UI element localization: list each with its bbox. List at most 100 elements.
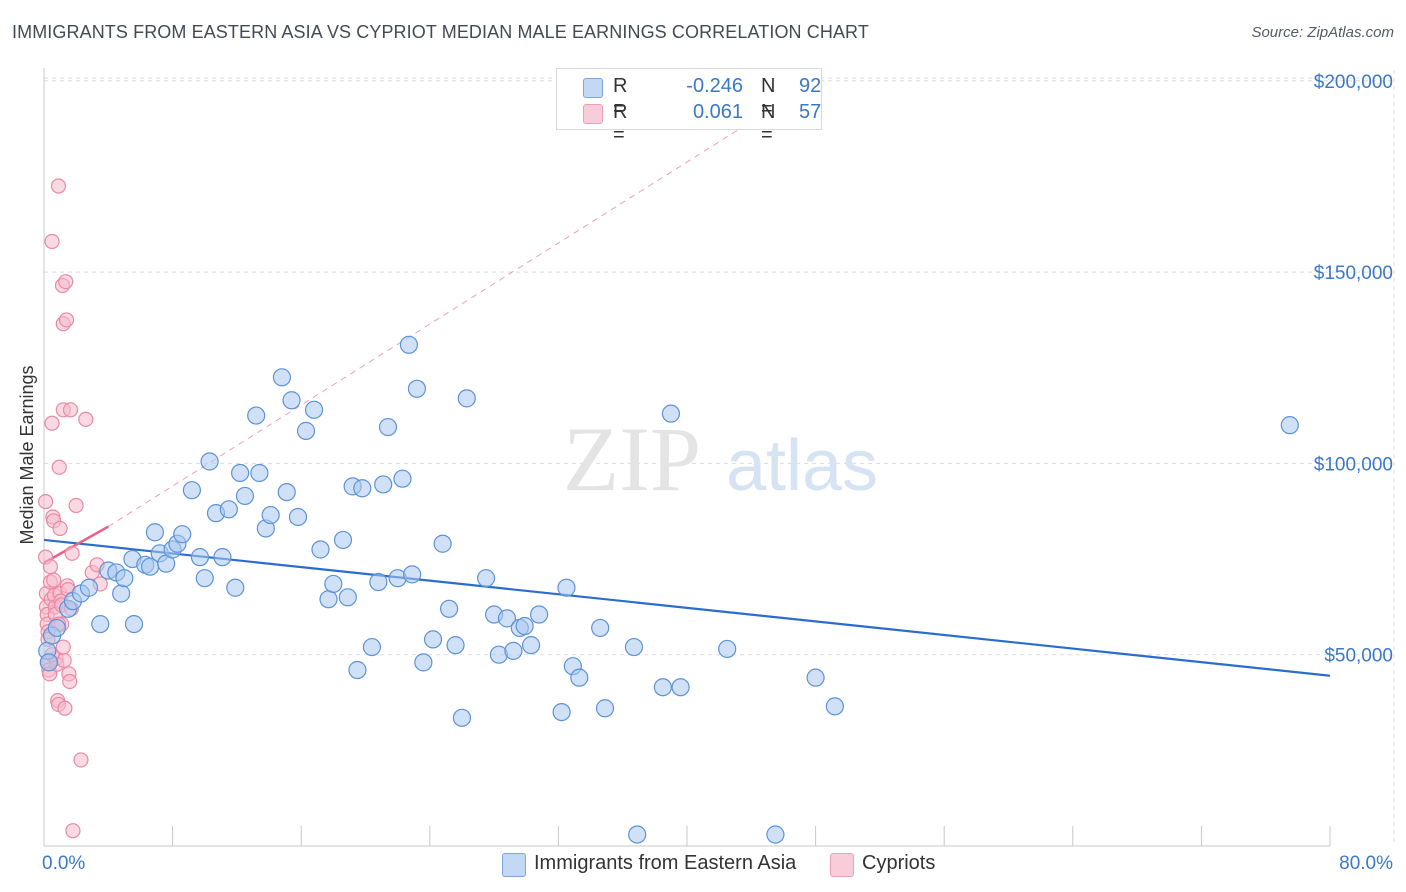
point-cypriots (68, 497, 84, 514)
grid-layer (44, 70, 1395, 846)
series-cypriots (38, 178, 108, 839)
point-eastern-asia (653, 678, 672, 697)
point-eastern-asia (530, 605, 549, 624)
legend-n-label: N = (761, 75, 776, 120)
point-eastern-asia (521, 636, 541, 655)
bottom-legend-label: Cypriots (862, 852, 936, 874)
y-tick-label: $50,000 (1324, 646, 1393, 667)
point-eastern-asia (378, 417, 398, 437)
point-eastern-asia (261, 505, 280, 525)
point-eastern-asia (374, 475, 393, 494)
point-eastern-asia (124, 614, 144, 634)
point-eastern-asia (182, 481, 201, 500)
point-eastern-asia (112, 584, 131, 603)
point-cypriots (55, 639, 71, 655)
y-axis-title: Median Male Earnings (17, 365, 37, 544)
legend-r-value: 0.061 (692, 101, 743, 123)
point-eastern-asia (624, 637, 644, 657)
point-cypriots (50, 178, 67, 194)
point-eastern-asia (718, 639, 737, 659)
point-eastern-asia (277, 482, 296, 502)
point-cypriots (73, 752, 89, 768)
legend-n-value: 92 (799, 75, 822, 97)
label-layer: $50,000 $100,000 $150,000 $200,000 0.0% 80.0%… (17, 72, 1393, 874)
series-eastern-asia (38, 335, 1299, 844)
point-eastern-asia (457, 389, 476, 408)
point-eastern-asia (333, 530, 353, 550)
point-eastern-asia (362, 637, 382, 657)
point-eastern-asia (288, 507, 308, 527)
y-tick-label: $200,000 (1314, 72, 1393, 93)
point-eastern-asia (671, 678, 690, 697)
point-eastern-asia (190, 548, 210, 567)
point-eastern-asia (115, 569, 134, 588)
point-eastern-asia (825, 697, 844, 716)
point-cypriots (78, 411, 94, 428)
point-eastern-asia (661, 404, 681, 423)
correlation-legend: R = -0.246 N = 92 R = 0.061 N = 57 (556, 68, 822, 146)
point-eastern-asia (173, 525, 192, 544)
point-eastern-asia (200, 452, 219, 471)
point-eastern-asia (195, 569, 214, 588)
trendline-eastern-asia (43, 538, 1331, 677)
point-eastern-asia (497, 609, 517, 628)
point-eastern-asia (272, 368, 292, 387)
legend-r-label: R = (613, 75, 628, 120)
point-eastern-asia (393, 469, 412, 488)
legend-swatch-blue (583, 78, 603, 98)
point-eastern-asia (557, 578, 576, 597)
point-eastern-asia (324, 574, 343, 594)
point-eastern-asia (423, 630, 443, 649)
point-cypriots (42, 559, 59, 575)
point-eastern-asia (476, 569, 496, 588)
y-tick-label: $100,000 (1314, 454, 1393, 475)
point-eastern-asia (414, 653, 433, 672)
point-eastern-asia (570, 668, 589, 687)
point-cypriots (51, 459, 67, 475)
legend-swatch-pink (583, 104, 603, 124)
point-eastern-asia (39, 653, 58, 672)
point-eastern-asia (504, 641, 523, 660)
point-cypriots (62, 673, 78, 690)
point-cypriots (64, 545, 80, 561)
point-eastern-asia (348, 660, 367, 680)
point-eastern-asia (353, 479, 372, 498)
point-eastern-asia (226, 578, 245, 597)
point-eastern-asia (282, 391, 301, 410)
point-eastern-asia (628, 825, 647, 844)
point-cypriots (65, 823, 81, 839)
chart-title: IMMIGRANTS FROM EASTERN ASIA VS CYPRIOT … (12, 22, 869, 42)
source-label: Source: ZipAtlas.com (1251, 24, 1394, 41)
legend-n-label: N = (761, 101, 776, 146)
point-cypriots (57, 700, 73, 716)
watermark-atlas: atlas (726, 426, 878, 506)
point-eastern-asia (452, 708, 472, 727)
point-eastern-asia (250, 463, 269, 483)
x-tick-label: 80.0% (1339, 853, 1393, 874)
point-cypriots (58, 274, 74, 290)
point-eastern-asia (515, 616, 534, 636)
point-cypriots (44, 415, 60, 431)
point-cypriots (46, 572, 62, 588)
point-eastern-asia (79, 578, 99, 597)
point-eastern-asia (552, 702, 571, 722)
point-cypriots (38, 494, 54, 510)
point-cypriots (52, 520, 68, 537)
legend-r-value: -0.246 (686, 75, 743, 97)
point-eastern-asia (47, 618, 66, 638)
trendline-extension-cypriots (108, 110, 768, 527)
points-layer (38, 178, 1299, 844)
bottom-legend-swatch-pink (830, 853, 854, 877)
x-tick-label: 0.0% (42, 853, 85, 874)
point-cypriots (44, 233, 60, 250)
point-eastern-asia (235, 486, 255, 506)
point-eastern-asia (591, 618, 610, 638)
point-eastern-asia (399, 335, 419, 354)
point-eastern-asia (338, 588, 357, 607)
point-eastern-asia (319, 590, 338, 609)
watermark-zip: ZIP (563, 408, 701, 510)
legend-r-label: R = (613, 101, 628, 146)
point-eastern-asia (91, 614, 110, 634)
point-eastern-asia (145, 523, 165, 542)
point-eastern-asia (369, 572, 388, 592)
